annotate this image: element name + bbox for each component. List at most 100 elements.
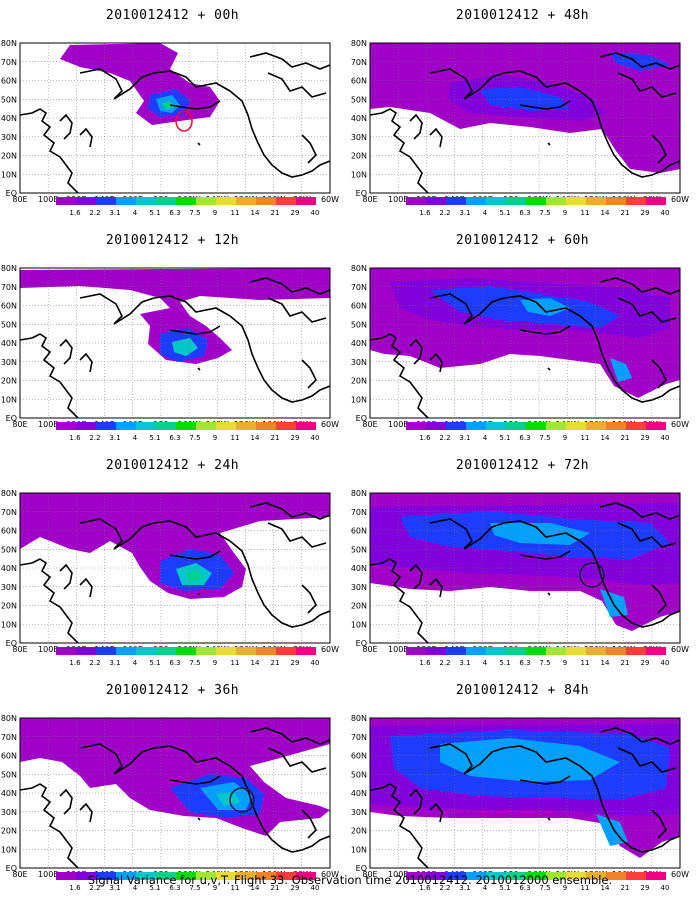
lat-tick-label: 40N xyxy=(1,339,17,348)
colorbar-swatch xyxy=(486,197,506,205)
colorbar-swatch xyxy=(586,647,606,655)
lat-tick-label: 40N xyxy=(1,564,17,573)
colorbar-swatch xyxy=(56,647,76,655)
colorbar-label: 29 xyxy=(641,209,650,217)
colorbar-swatch xyxy=(646,647,666,655)
colorbar-label: 21 xyxy=(621,434,630,442)
coastline xyxy=(429,743,505,775)
colorbar-label: 40 xyxy=(311,209,320,217)
colorbar-swatch xyxy=(116,197,136,205)
lat-tick-label: 50N xyxy=(351,320,367,329)
coastline xyxy=(267,522,327,548)
colorbar-swatch xyxy=(196,197,216,205)
coastline xyxy=(429,127,443,148)
map-frame xyxy=(369,267,681,419)
lon-tick-label: 100E xyxy=(38,645,58,654)
colorbar-label: 1.6 xyxy=(69,659,81,667)
coastline xyxy=(79,68,155,100)
coastline xyxy=(197,142,201,146)
colorbar-swatch xyxy=(296,197,316,205)
colorbar-label: 2.2 xyxy=(439,209,450,217)
colorbar-swatch xyxy=(466,647,486,655)
colorbar-label: 40 xyxy=(311,659,320,667)
colorbar-swatch xyxy=(236,647,256,655)
lat-tick-label: 80N xyxy=(351,264,367,273)
colorbar-swatch xyxy=(546,647,566,655)
colorbar-swatch xyxy=(486,422,506,430)
colorbar: 1.6 2.2 3.1 4 5.1 6.3 7.5 9 11 14 21 29 40 xyxy=(56,872,319,892)
coastline xyxy=(169,550,221,560)
coastline xyxy=(409,113,423,140)
colorbar-label: 4 xyxy=(133,659,138,667)
coastline xyxy=(267,297,327,323)
coastline xyxy=(79,802,93,823)
colorbar-label: 21 xyxy=(621,659,630,667)
lat-tick-label: 30N xyxy=(1,808,17,817)
colorbar-label: 29 xyxy=(291,209,300,217)
colorbar-label: 2.2 xyxy=(89,884,100,892)
colorbar-label: 3.1 xyxy=(459,434,470,442)
colorbar-label: 2.2 xyxy=(439,434,450,442)
colorbar-label: 29 xyxy=(291,434,300,442)
lat-tick-label: 80N xyxy=(351,39,367,48)
coastline xyxy=(503,70,581,92)
panel-title: 2010012412 + 72h xyxy=(455,458,590,473)
lon-tick-label: 80E xyxy=(362,195,377,204)
lat-tick-label: 60N xyxy=(1,77,17,86)
colorbar-label: 40 xyxy=(311,434,320,442)
colorbar-swatch xyxy=(76,872,96,880)
lat-tick-label: 10N xyxy=(351,620,367,629)
map-plot: 80N70N60N50N40N30N20N10NEQ80E100E120E140… xyxy=(1,39,339,204)
map-plot: 80N70N60N50N40N30N20N10NEQ80E100E120E140… xyxy=(1,714,339,879)
lat-tick-label: 50N xyxy=(1,545,17,554)
coastline xyxy=(429,518,505,550)
colorbar-swatch xyxy=(626,197,646,205)
colorbar-swatch xyxy=(176,872,196,880)
colorbar-label: 4 xyxy=(133,434,138,442)
coastline xyxy=(503,745,581,767)
colorbar-label: 9 xyxy=(563,659,567,667)
colorbar-swatch xyxy=(626,647,646,655)
lat-tick-label: 80N xyxy=(351,489,367,498)
colorbar-swatch xyxy=(446,197,466,205)
colorbar-swatch xyxy=(116,872,136,880)
lat-tick-label: 70N xyxy=(351,733,367,742)
colorbar-label: 5.1 xyxy=(149,209,160,217)
coastline xyxy=(547,817,551,821)
colorbar-label: 3.1 xyxy=(109,434,120,442)
variance-contour xyxy=(20,268,330,364)
colorbar-label: 5.1 xyxy=(149,434,160,442)
colorbar-label: 5.1 xyxy=(499,884,510,892)
colorbar-swatch xyxy=(566,422,586,430)
panel-title: 2010012412 + 24h xyxy=(105,458,240,473)
coastline xyxy=(617,747,677,773)
colorbar-swatch xyxy=(136,422,156,430)
colorbar-swatch xyxy=(426,197,446,205)
colorbar: 1.6 2.2 3.1 4 5.1 6.3 7.5 9 11 14 21 29 40 xyxy=(406,197,669,217)
colorbar-label: 9 xyxy=(563,884,567,892)
lon-tick-label: 80E xyxy=(12,420,27,429)
colorbar-swatch xyxy=(276,422,296,430)
coastline xyxy=(153,70,231,92)
colorbar-swatch xyxy=(156,872,176,880)
colorbar-label: 14 xyxy=(601,659,610,667)
colorbar-swatch xyxy=(566,647,586,655)
variance-contour xyxy=(490,523,590,545)
colorbar-label: 1.6 xyxy=(69,434,81,442)
coastline xyxy=(20,108,79,193)
variance-contour xyxy=(216,792,240,806)
lat-tick-label: 20N xyxy=(1,152,17,161)
map-plot: 80N70N60N50N40N30N20N10NEQ80E100E120E140… xyxy=(351,264,689,429)
lat-tick-label: 70N xyxy=(1,508,17,517)
colorbar-swatch xyxy=(646,422,666,430)
coastline xyxy=(599,52,680,70)
colorbar-swatch xyxy=(646,872,666,880)
colorbar-swatch xyxy=(56,422,76,430)
coastline xyxy=(59,113,73,140)
coastline xyxy=(429,802,443,823)
colorbar-swatch xyxy=(466,872,486,880)
coastline xyxy=(153,295,231,317)
lat-tick-label: 30N xyxy=(1,583,17,592)
lat-tick-label: 40N xyxy=(351,339,367,348)
forecast-panel: 2010012412 + 60h 80N 70N 60N 50N 40N 30N 20N 10N… xyxy=(350,225,695,450)
